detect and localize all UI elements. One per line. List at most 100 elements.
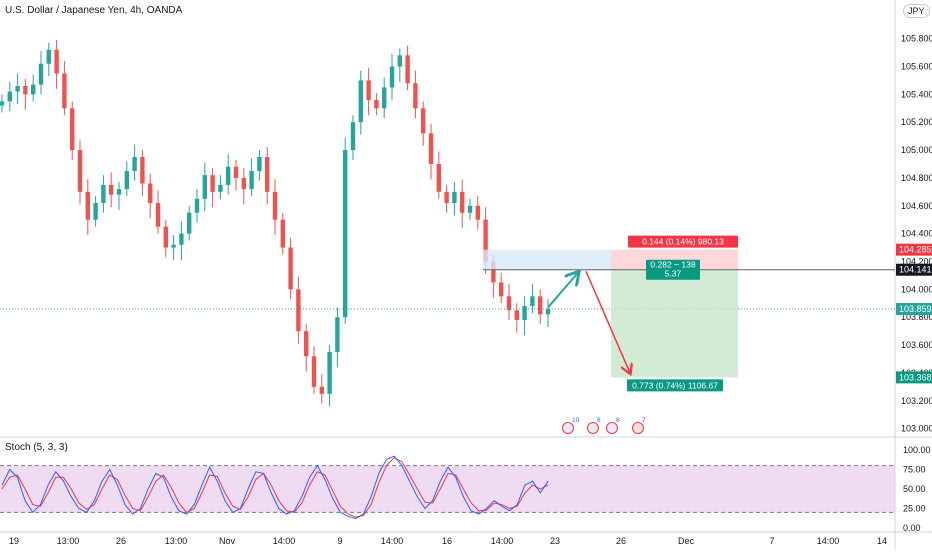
time-tick-label: 14:00 xyxy=(273,536,296,546)
candle-body xyxy=(413,83,418,109)
time-axis[interactable]: 19 13:00 26 13:00 Nov 14:00 9 14:00 16 14:00 23 26 D… xyxy=(9,536,887,546)
time-tick-label: 14:00 xyxy=(381,536,404,546)
candle-body xyxy=(444,191,449,203)
candle-body xyxy=(335,317,340,353)
candle-body xyxy=(62,73,67,109)
stop-label-box xyxy=(628,235,738,248)
ratio-label-1: 0.282 ~ 138 xyxy=(650,260,695,270)
candle-body xyxy=(46,49,51,64)
candle-body xyxy=(327,352,332,394)
candle-body xyxy=(85,191,90,220)
time-tick-label: Nov xyxy=(219,536,236,546)
price-label: 104.285 xyxy=(899,245,932,255)
candle-body xyxy=(38,63,44,85)
candle-body xyxy=(155,203,161,227)
price-tick-label: 103.000 xyxy=(901,424,932,434)
candle-body xyxy=(187,212,192,234)
candle-body xyxy=(272,191,278,220)
event-flag-icon xyxy=(562,422,574,434)
price-axis[interactable]: 103.000103.200103.400103.600103.800104.0… xyxy=(896,34,932,533)
event-flag-icon xyxy=(606,422,618,434)
candle-body xyxy=(280,219,285,248)
stoch-tick-label: 0.00 xyxy=(903,523,921,533)
time-tick-label: 26 xyxy=(116,536,126,546)
candle-body xyxy=(265,157,270,192)
stoch-k-line xyxy=(1,455,549,520)
stoch-pane xyxy=(0,455,895,520)
candle-body xyxy=(148,183,153,203)
event-count: 7 xyxy=(642,417,646,424)
event-markers[interactable]: 10 8 8 7 xyxy=(562,417,647,434)
candle-body xyxy=(491,261,496,283)
price-tick-label: 104.200 xyxy=(901,257,932,267)
candle-body xyxy=(132,157,137,171)
projection-arrow-up xyxy=(547,273,578,309)
candle-body xyxy=(483,219,488,262)
projection-arrow-down xyxy=(585,270,630,373)
candle-body xyxy=(233,166,239,178)
time-tick-label: 14:00 xyxy=(491,536,514,546)
price-tick-label: 104.800 xyxy=(901,173,932,183)
price-tick-label: 105.800 xyxy=(901,34,932,44)
stoch-tick-label: 75.00 xyxy=(903,465,926,475)
stoch-d-line xyxy=(1,457,549,518)
price-tick-label: 104.600 xyxy=(901,201,932,211)
price-tick-label: 104.000 xyxy=(901,284,932,294)
candle-body xyxy=(366,80,371,100)
candle-body xyxy=(475,205,480,220)
price-tick-label: 105.000 xyxy=(901,145,932,155)
candle-body xyxy=(257,157,262,171)
price-tick-label: 103.200 xyxy=(901,396,932,406)
candle-body xyxy=(163,226,168,248)
candle-body xyxy=(506,296,512,311)
time-tick-label: 7 xyxy=(769,536,774,546)
currency-badge[interactable]: JPY xyxy=(903,4,930,18)
target-label-box xyxy=(627,379,723,392)
candle-body xyxy=(545,308,551,315)
candle-body xyxy=(374,99,379,109)
candle-body xyxy=(249,170,254,190)
time-tick-label: 26 xyxy=(616,536,626,546)
candle-body xyxy=(210,175,215,192)
candle-body xyxy=(296,289,301,332)
candle-body xyxy=(350,122,356,151)
stoch-tick-label: 25.00 xyxy=(903,504,926,514)
candle-body xyxy=(389,66,395,88)
stoch-tick-label: 50.00 xyxy=(903,484,926,494)
ratio-label-box xyxy=(646,259,700,280)
candle-body xyxy=(460,191,465,213)
candle-body xyxy=(405,55,410,84)
price-label: 104.141 xyxy=(899,265,932,275)
candle-body xyxy=(288,247,293,290)
price-label-box xyxy=(896,302,932,315)
price-tick-label: 103.600 xyxy=(901,340,932,350)
candle-body xyxy=(428,133,434,164)
stoch-title: Stoch (5, 3, 3) xyxy=(5,442,68,453)
candle-body xyxy=(538,296,543,315)
candle-body xyxy=(226,166,231,185)
stoch-tick-label: 100.00 xyxy=(903,445,931,455)
event-flag-icon xyxy=(632,422,644,434)
candle-body xyxy=(436,164,441,192)
candle-body xyxy=(31,84,36,95)
time-tick-label: 9 xyxy=(337,536,342,546)
candles xyxy=(0,40,895,407)
ratio-label-2: 5.37 xyxy=(665,269,682,279)
candle-body xyxy=(530,296,535,307)
price-tick-label: 103.800 xyxy=(901,312,932,322)
candle-body xyxy=(241,177,246,190)
price-tick-label: 105.400 xyxy=(901,89,932,99)
target-label: 0.773 (0.74%) 1106.67 xyxy=(632,380,718,390)
price-tick-label: 105.200 xyxy=(901,117,932,127)
candle-body xyxy=(343,150,348,318)
candle-body xyxy=(522,306,527,320)
candle-body xyxy=(397,55,402,67)
candle-body xyxy=(0,101,5,106)
stop-label: 0.144 (0.14%) 980.13 xyxy=(642,237,724,247)
time-tick-label: 13:00 xyxy=(57,536,80,546)
candle-body xyxy=(304,331,309,357)
candle-body xyxy=(452,191,457,203)
price-label-box xyxy=(896,243,932,256)
